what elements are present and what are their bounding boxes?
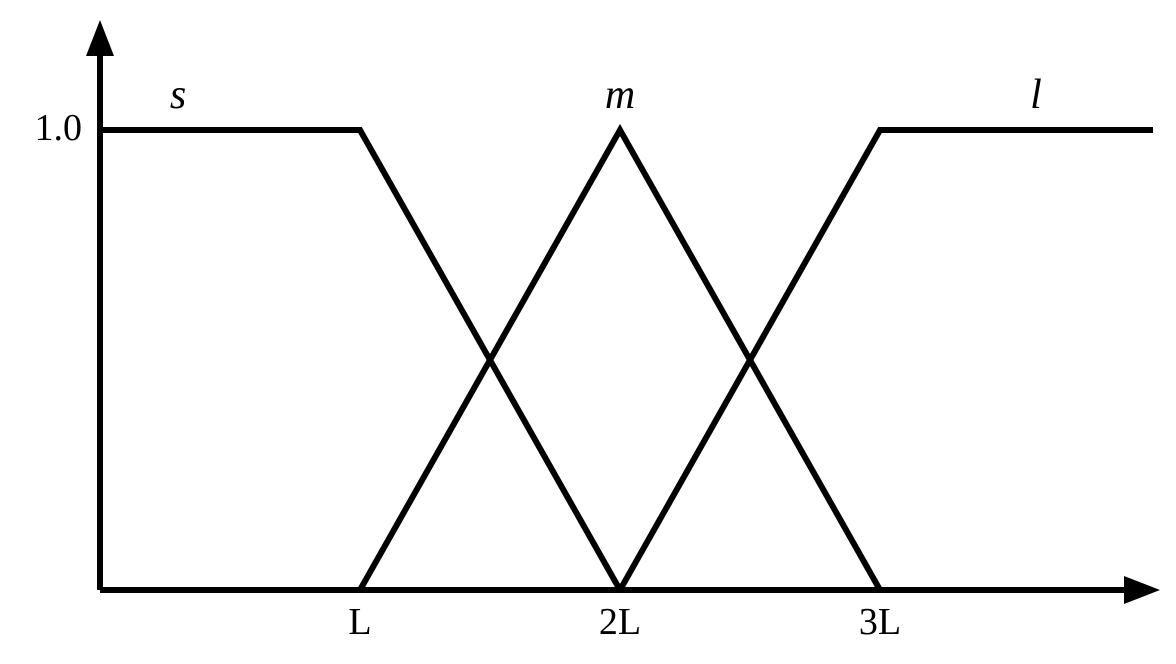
membership-function-diagram: 1.0 L 2L 3L s m l: [0, 0, 1176, 664]
membership-label-l: l: [1030, 72, 1042, 118]
membership-s: [100, 130, 620, 590]
x-tick-label-2: 3L: [859, 601, 901, 643]
membership-label-m: m: [605, 72, 635, 118]
x-axis-arrowhead: [1124, 576, 1160, 604]
membership-l: [620, 130, 1153, 590]
x-tick-label-0: L: [348, 601, 371, 643]
membership-label-s: s: [170, 72, 186, 118]
x-tick-label-1: 2L: [599, 601, 641, 643]
membership-m: [360, 130, 880, 590]
y-tick-label: 1.0: [35, 107, 83, 149]
y-axis-arrowhead: [86, 20, 114, 56]
